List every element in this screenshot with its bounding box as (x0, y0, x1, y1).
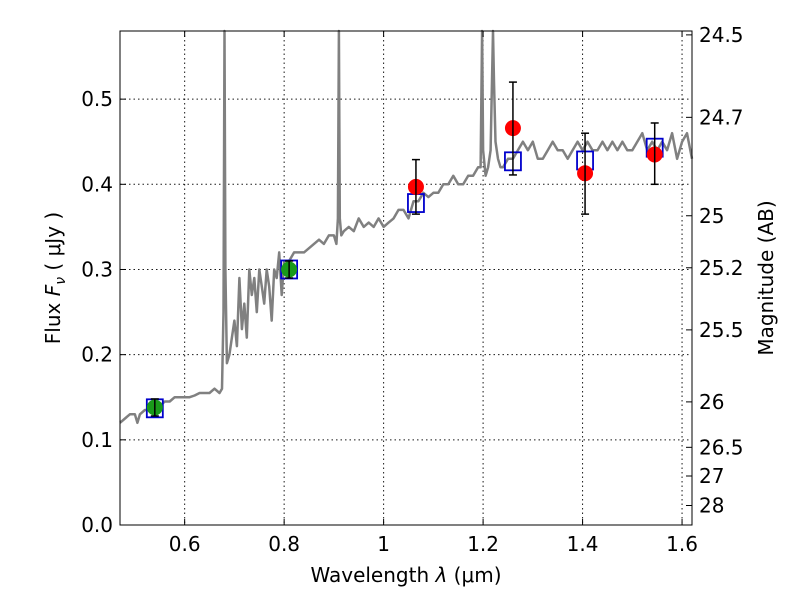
spectrum-line (119, 29, 694, 425)
x-tick-label: 1.2 (467, 532, 499, 556)
y2-tick-label: 24.5 (699, 23, 744, 47)
y2-tick-label: 25 (699, 204, 724, 228)
x-tick-label: 1.6 (666, 532, 698, 556)
error-bars (150, 81, 659, 417)
x-tick-label: 0.6 (169, 532, 201, 556)
y-tick-label: 0.4 (81, 172, 113, 196)
data-points (145, 120, 664, 419)
x-tick-label: 1.4 (567, 532, 599, 556)
y2-tick-label: 25.5 (699, 318, 744, 342)
y2-tick-label: 25.2 (699, 256, 744, 280)
y2-tick-label: 26.5 (699, 435, 744, 459)
y2-tick-label: 26 (699, 390, 724, 414)
axis-ticks (120, 31, 692, 526)
y2-axis-label: Magnitude (AB) (754, 200, 778, 355)
spectrum-series (119, 29, 694, 425)
y-axis-label: Flux Fν ( μJy ) (41, 212, 69, 344)
x-axis-label: Wavelength λ (μm) (310, 563, 501, 587)
y-tick-label: 0.1 (81, 428, 113, 452)
x-tick-label: 0.8 (268, 532, 300, 556)
y2-tick-label: 28 (699, 493, 724, 517)
tick-labels: 0.6 0.8 1 1.2 1.4 1.6 0.0 0.1 0.2 0.3 0.4 0.5 24.5 24… (81, 23, 743, 556)
y2-tick-label: 24.7 (699, 105, 744, 129)
y-tick-label: 0.5 (81, 87, 113, 111)
y-tick-label: 0.0 (81, 513, 113, 537)
y-tick-label: 0.3 (81, 257, 113, 281)
y-tick-label: 0.2 (81, 343, 113, 367)
plot-frame (119, 30, 693, 526)
grid (120, 31, 692, 526)
x-tick-label: 1 (377, 532, 390, 556)
y2-tick-label: 27 (699, 464, 724, 488)
